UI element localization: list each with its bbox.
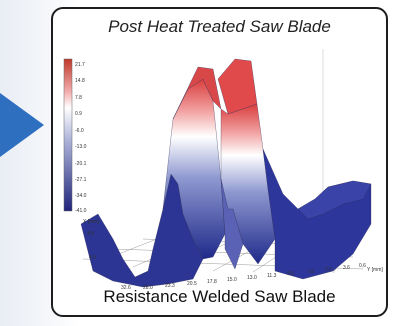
colorbar-tick: 0.9 xyxy=(75,111,82,117)
colorbar-tick: -20.1 xyxy=(75,161,87,167)
colorbar-tick: -6.0 xyxy=(75,128,84,134)
colorbar-tick: 14.8 xyxy=(75,78,85,84)
colorbar xyxy=(63,58,73,212)
surface-peak-left xyxy=(172,66,222,120)
colorbar-tick: 7.8 xyxy=(75,95,82,101)
y-tick: 3.6 xyxy=(343,265,350,271)
colorbar-tick: 21.7 xyxy=(75,62,85,68)
y-tick: 13.0 xyxy=(247,275,257,281)
surface-right-plateau xyxy=(297,180,372,220)
surface-valley xyxy=(220,178,244,270)
y-tick: 11.3 xyxy=(267,273,277,279)
y-tick: 7.8 xyxy=(307,269,314,275)
y-tick: 23.3 xyxy=(165,283,175,289)
colorbar-tick: -27.1 xyxy=(75,177,87,183)
x-axis-label: X [mm] xyxy=(83,219,99,225)
colorbar-ticks: 21.7 14.8 7.8 0.9 -6.0 -13.0 -20.1 -27.1… xyxy=(75,62,87,214)
y-tick: 0.6 xyxy=(359,263,366,269)
arrow-right-icon xyxy=(0,93,44,157)
y-tick: 32.6 xyxy=(121,285,131,291)
y-tick: 15.0 xyxy=(227,277,237,283)
figure-title: Post Heat Treated Saw Blade xyxy=(108,17,331,36)
surface-peak-right xyxy=(217,58,258,115)
y-axis-ticks: 32.6 28.0 23.3 20.5 17.8 15.0 13.0 11.3 … xyxy=(121,263,383,291)
figure-card: Post Heat Treated Saw Blade 21.7 14.8 xyxy=(51,7,388,317)
colorbar-tick: -34.0 xyxy=(75,193,87,199)
y-tick: 28.0 xyxy=(143,285,153,291)
surface-plot: 21.7 14.8 7.8 0.9 -6.0 -13.0 -20.1 -27.1… xyxy=(63,49,383,291)
x-tick: 4.0 xyxy=(89,255,96,261)
figure-caption: Resistance Welded Saw Blade xyxy=(103,287,336,306)
y-axis-label: Y [mm] xyxy=(367,267,383,273)
colorbar-tick: -41.0 xyxy=(75,208,87,214)
y-tick: 5.6 xyxy=(325,267,332,273)
y-tick: 20.5 xyxy=(187,281,197,287)
x-axis-ticks: X [mm] 4.8 4.0 xyxy=(83,219,99,261)
colorbar-tick: -13.0 xyxy=(75,144,87,150)
y-tick: 17.8 xyxy=(207,279,217,285)
surface xyxy=(80,58,372,288)
x-tick: 4.8 xyxy=(87,231,94,237)
y-tick: 9.5 xyxy=(287,271,294,277)
